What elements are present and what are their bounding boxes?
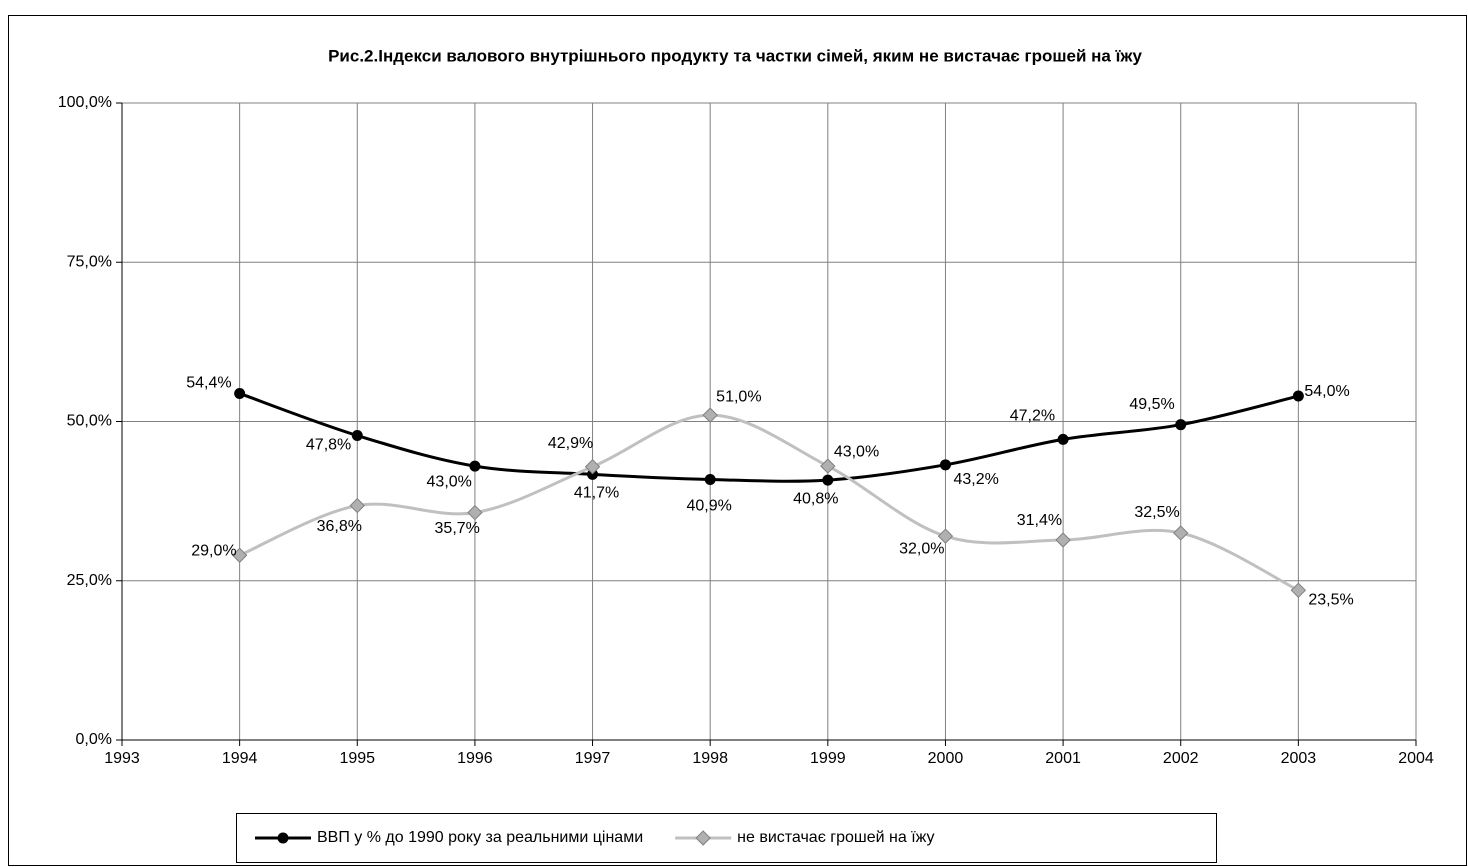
data-label: 40,8% [793, 490, 838, 507]
data-label: 43,2% [953, 471, 998, 488]
data-label: 41,7% [574, 485, 619, 502]
data-label: 32,0% [899, 540, 944, 557]
series-line [239, 392, 1299, 483]
marker [467, 504, 483, 521]
marker [277, 832, 289, 844]
x-tick-label: 1999 [810, 750, 846, 767]
data-label: 29,0% [191, 542, 236, 559]
x-tick-label: 1994 [222, 750, 258, 767]
marker [822, 474, 834, 486]
data-label: 23,5% [1308, 592, 1353, 609]
y-tick-label: 25,0% [67, 572, 112, 589]
series-line [239, 413, 1300, 592]
x-tick-label: 1997 [575, 750, 611, 767]
data-label: 35,7% [435, 520, 480, 537]
x-tick-label: 2003 [1281, 750, 1317, 767]
marker [695, 830, 711, 846]
data-label: 54,4% [186, 375, 231, 392]
marker [1292, 390, 1304, 402]
data-label: 43,0% [834, 443, 879, 460]
data-label: 54,0% [1304, 383, 1349, 400]
y-tick-label: 0,0% [76, 731, 112, 748]
marker [1175, 419, 1187, 431]
marker [702, 407, 718, 423]
marker [820, 458, 836, 474]
data-label: 47,8% [306, 437, 351, 454]
marker [1173, 525, 1189, 541]
x-tick-label: 2001 [1045, 750, 1081, 767]
data-label: 32,5% [1134, 504, 1179, 521]
y-tick-label: 75,0% [67, 253, 112, 270]
data-label: 51,0% [716, 388, 761, 405]
chart-title: Рис.2.Індекси валового внутрішнього прод… [328, 46, 1142, 65]
marker [1057, 433, 1069, 445]
marker [1290, 582, 1307, 599]
y-tick-label: 100,0% [58, 94, 112, 111]
marker [351, 430, 363, 442]
data-label: 47,2% [1010, 408, 1055, 425]
data-label: 31,4% [1017, 512, 1062, 529]
x-tick-label: 1995 [339, 750, 375, 767]
data-label: 42,9% [548, 435, 593, 452]
data-label: 49,5% [1129, 396, 1174, 413]
marker [234, 387, 246, 399]
chart-frame [8, 15, 1467, 866]
marker [937, 528, 954, 544]
x-tick-label: 1993 [104, 750, 140, 767]
marker [939, 459, 951, 471]
x-tick-label: 1996 [457, 750, 493, 767]
data-label: 43,0% [427, 473, 472, 490]
legend-label: ВВП у % до 1990 року за реальними цінами [317, 829, 643, 846]
data-label: 36,8% [317, 518, 362, 535]
marker [584, 459, 601, 475]
x-tick-label: 2002 [1163, 750, 1199, 767]
marker [231, 547, 248, 563]
marker [349, 497, 365, 514]
y-tick-label: 50,0% [67, 413, 112, 430]
marker [704, 473, 716, 485]
legend-label: не вистачає грошей на їжу [737, 829, 934, 846]
marker [1055, 532, 1071, 548]
x-tick-label: 2000 [928, 750, 964, 767]
marker [469, 460, 481, 472]
data-label: 40,9% [686, 498, 731, 515]
x-tick-label: 1998 [692, 750, 728, 767]
x-tick-label: 2004 [1398, 750, 1434, 767]
